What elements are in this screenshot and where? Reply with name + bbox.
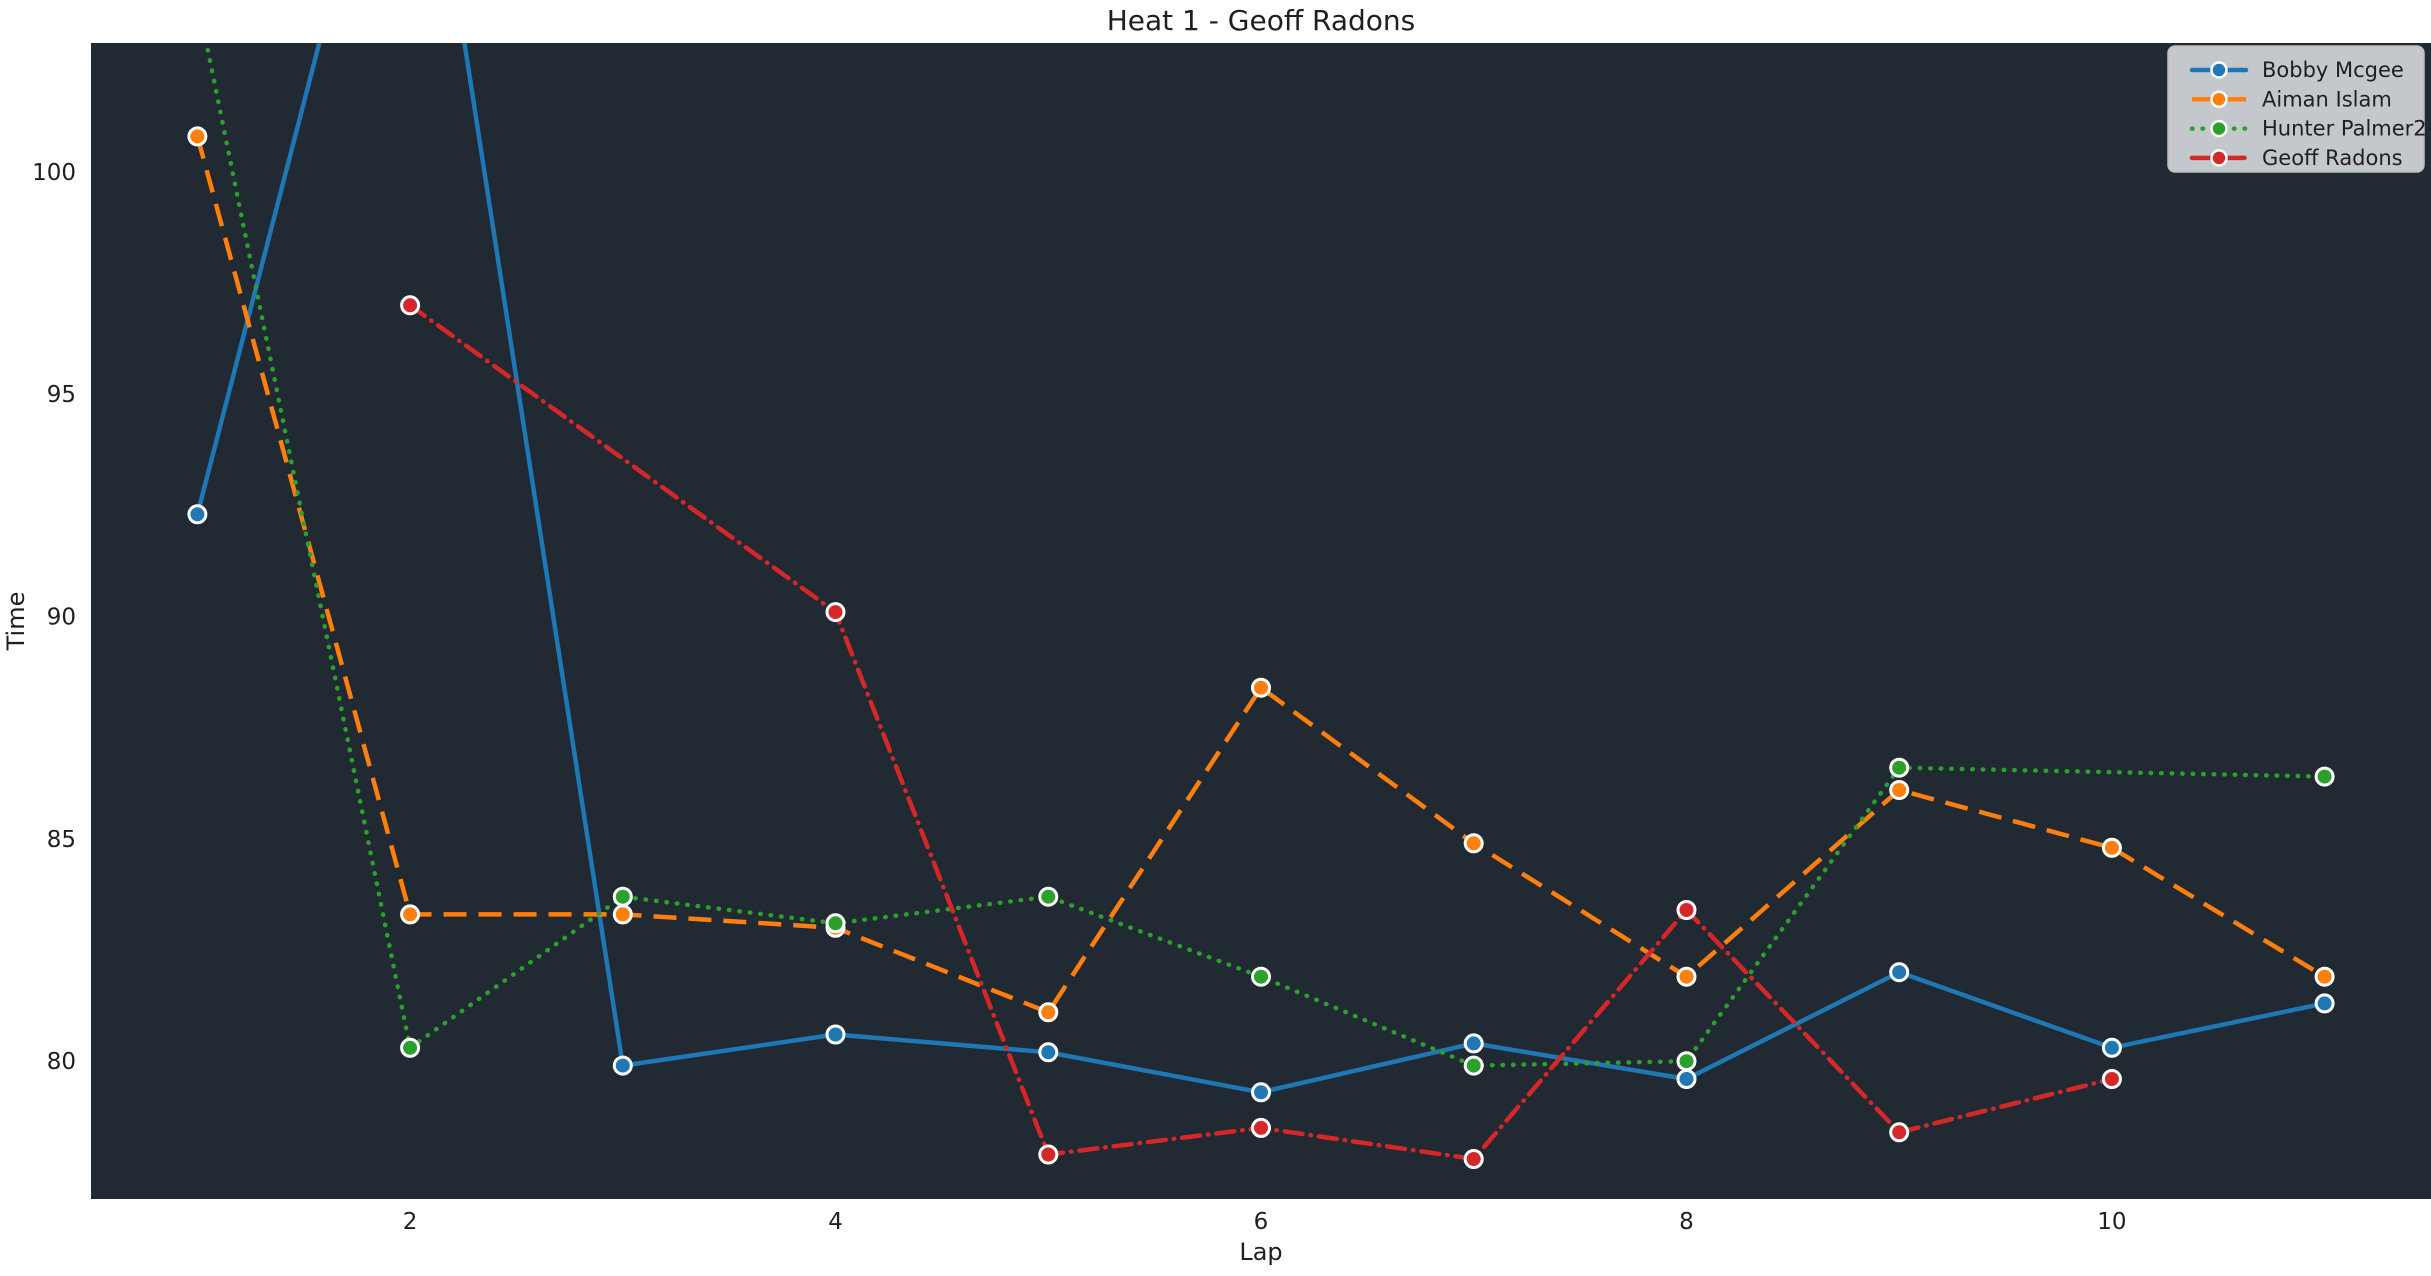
legend-marker [2210, 61, 2228, 79]
y-tick-labels: 80 85 90 95 100 [32, 160, 76, 1075]
series-marker-hunter-palmer2 [825, 913, 846, 934]
series-line-aiman-islam [195, 135, 2326, 1015]
legend-marker [2210, 149, 2228, 167]
series-marker-aiman-islam [1038, 1002, 1059, 1023]
series-marker-hunter-palmer2 [2314, 766, 2335, 787]
x-axis-label: Lap [1239, 1238, 1282, 1266]
series-marker-aiman-islam [2101, 837, 2122, 858]
x-tick-label: 8 [1679, 1209, 1694, 1235]
series-marker-aiman-islam [612, 904, 633, 925]
legend-label: Bobby Mcgee [2262, 58, 2404, 82]
series-marker-geoff-radons [825, 602, 846, 623]
series-marker-geoff-radons [1463, 1149, 1484, 1169]
legend-entry-hunter-palmer2: Hunter Palmer2 [2189, 117, 2427, 141]
legend-marker [2210, 119, 2228, 138]
legend-label: Hunter Palmer2 [2262, 117, 2427, 141]
series-marker-bobby-mcgee [825, 1024, 846, 1045]
series-marker-hunter-palmer2 [1889, 757, 1910, 778]
series-marker-geoff-radons [1251, 1117, 1271, 1138]
series-marker-bobby-mcgee [1038, 1042, 1059, 1063]
series-layer [187, 43, 2335, 1169]
legend-marker [2210, 90, 2228, 109]
chart-title: Heat 1 - Geoff Radons [1107, 4, 1416, 37]
series-marker-aiman-islam [187, 126, 208, 147]
series-marker-bobby-mcgee [1463, 1033, 1484, 1054]
plot-area [91, 43, 2431, 1199]
series-marker-hunter-palmer2 [612, 886, 633, 907]
series-marker-hunter-palmer2 [1251, 966, 1271, 987]
series-marker-aiman-islam [1676, 966, 1697, 987]
x-tick-labels: 2 4 6 8 10 [403, 1209, 2127, 1235]
legend-label: Aiman Islam [2262, 87, 2392, 111]
y-tick-label: 90 [47, 605, 76, 631]
x-tick-label: 6 [1254, 1209, 1269, 1235]
series-marker-hunter-palmer2 [400, 1037, 421, 1058]
series-marker-aiman-islam [1463, 833, 1484, 854]
x-tick-label: 4 [828, 1209, 843, 1235]
series-marker-bobby-mcgee [187, 504, 208, 525]
series-marker-aiman-islam [2314, 966, 2335, 987]
series-marker-bobby-mcgee [1676, 1069, 1697, 1089]
series-marker-bobby-mcgee [2314, 993, 2335, 1014]
y-tick-label: 85 [47, 827, 76, 853]
series-marker-geoff-radons [400, 295, 421, 316]
y-tick-label: 80 [47, 1049, 76, 1075]
x-tick-label: 10 [2097, 1209, 2126, 1235]
series-line-geoff-radons [407, 303, 2115, 1162]
series-marker-bobby-mcgee [612, 1055, 633, 1076]
x-tick-label: 2 [403, 1209, 418, 1235]
series-marker-aiman-islam [400, 904, 421, 925]
series-marker-geoff-radons [2101, 1069, 2122, 1089]
legend-label: Geoff Radons [2262, 146, 2403, 170]
series-marker-aiman-islam [1889, 780, 1910, 800]
y-tick-label: 95 [47, 382, 76, 408]
series-marker-bobby-mcgee [1889, 962, 1910, 983]
series-marker-hunter-palmer2 [1463, 1055, 1484, 1076]
series-marker-geoff-radons [1676, 900, 1697, 920]
series-marker-bobby-mcgee [1251, 1082, 1271, 1103]
series-marker-geoff-radons [1889, 1122, 1910, 1143]
series-marker-geoff-radons [1038, 1144, 1059, 1165]
legend-entry-bobby-mcgee: Bobby Mcgee [2189, 58, 2404, 82]
legend-entry-geoff-radons: Geoff Radons [2189, 146, 2403, 170]
y-tick-label: 100 [32, 160, 76, 186]
series-marker-hunter-palmer2 [1676, 1051, 1697, 1072]
legend-box [2167, 45, 2425, 173]
series-marker-hunter-palmer2 [1038, 886, 1059, 907]
y-axis-label: Time [2, 592, 30, 652]
legend-entry-aiman-islam: Aiman Islam [2192, 87, 2392, 111]
legend: Bobby Mcgee Aiman Islam Hunter Palmer2 Geof… [2167, 45, 2427, 173]
series-marker-bobby-mcgee [2101, 1037, 2122, 1058]
series-marker-aiman-islam [1251, 677, 1271, 698]
